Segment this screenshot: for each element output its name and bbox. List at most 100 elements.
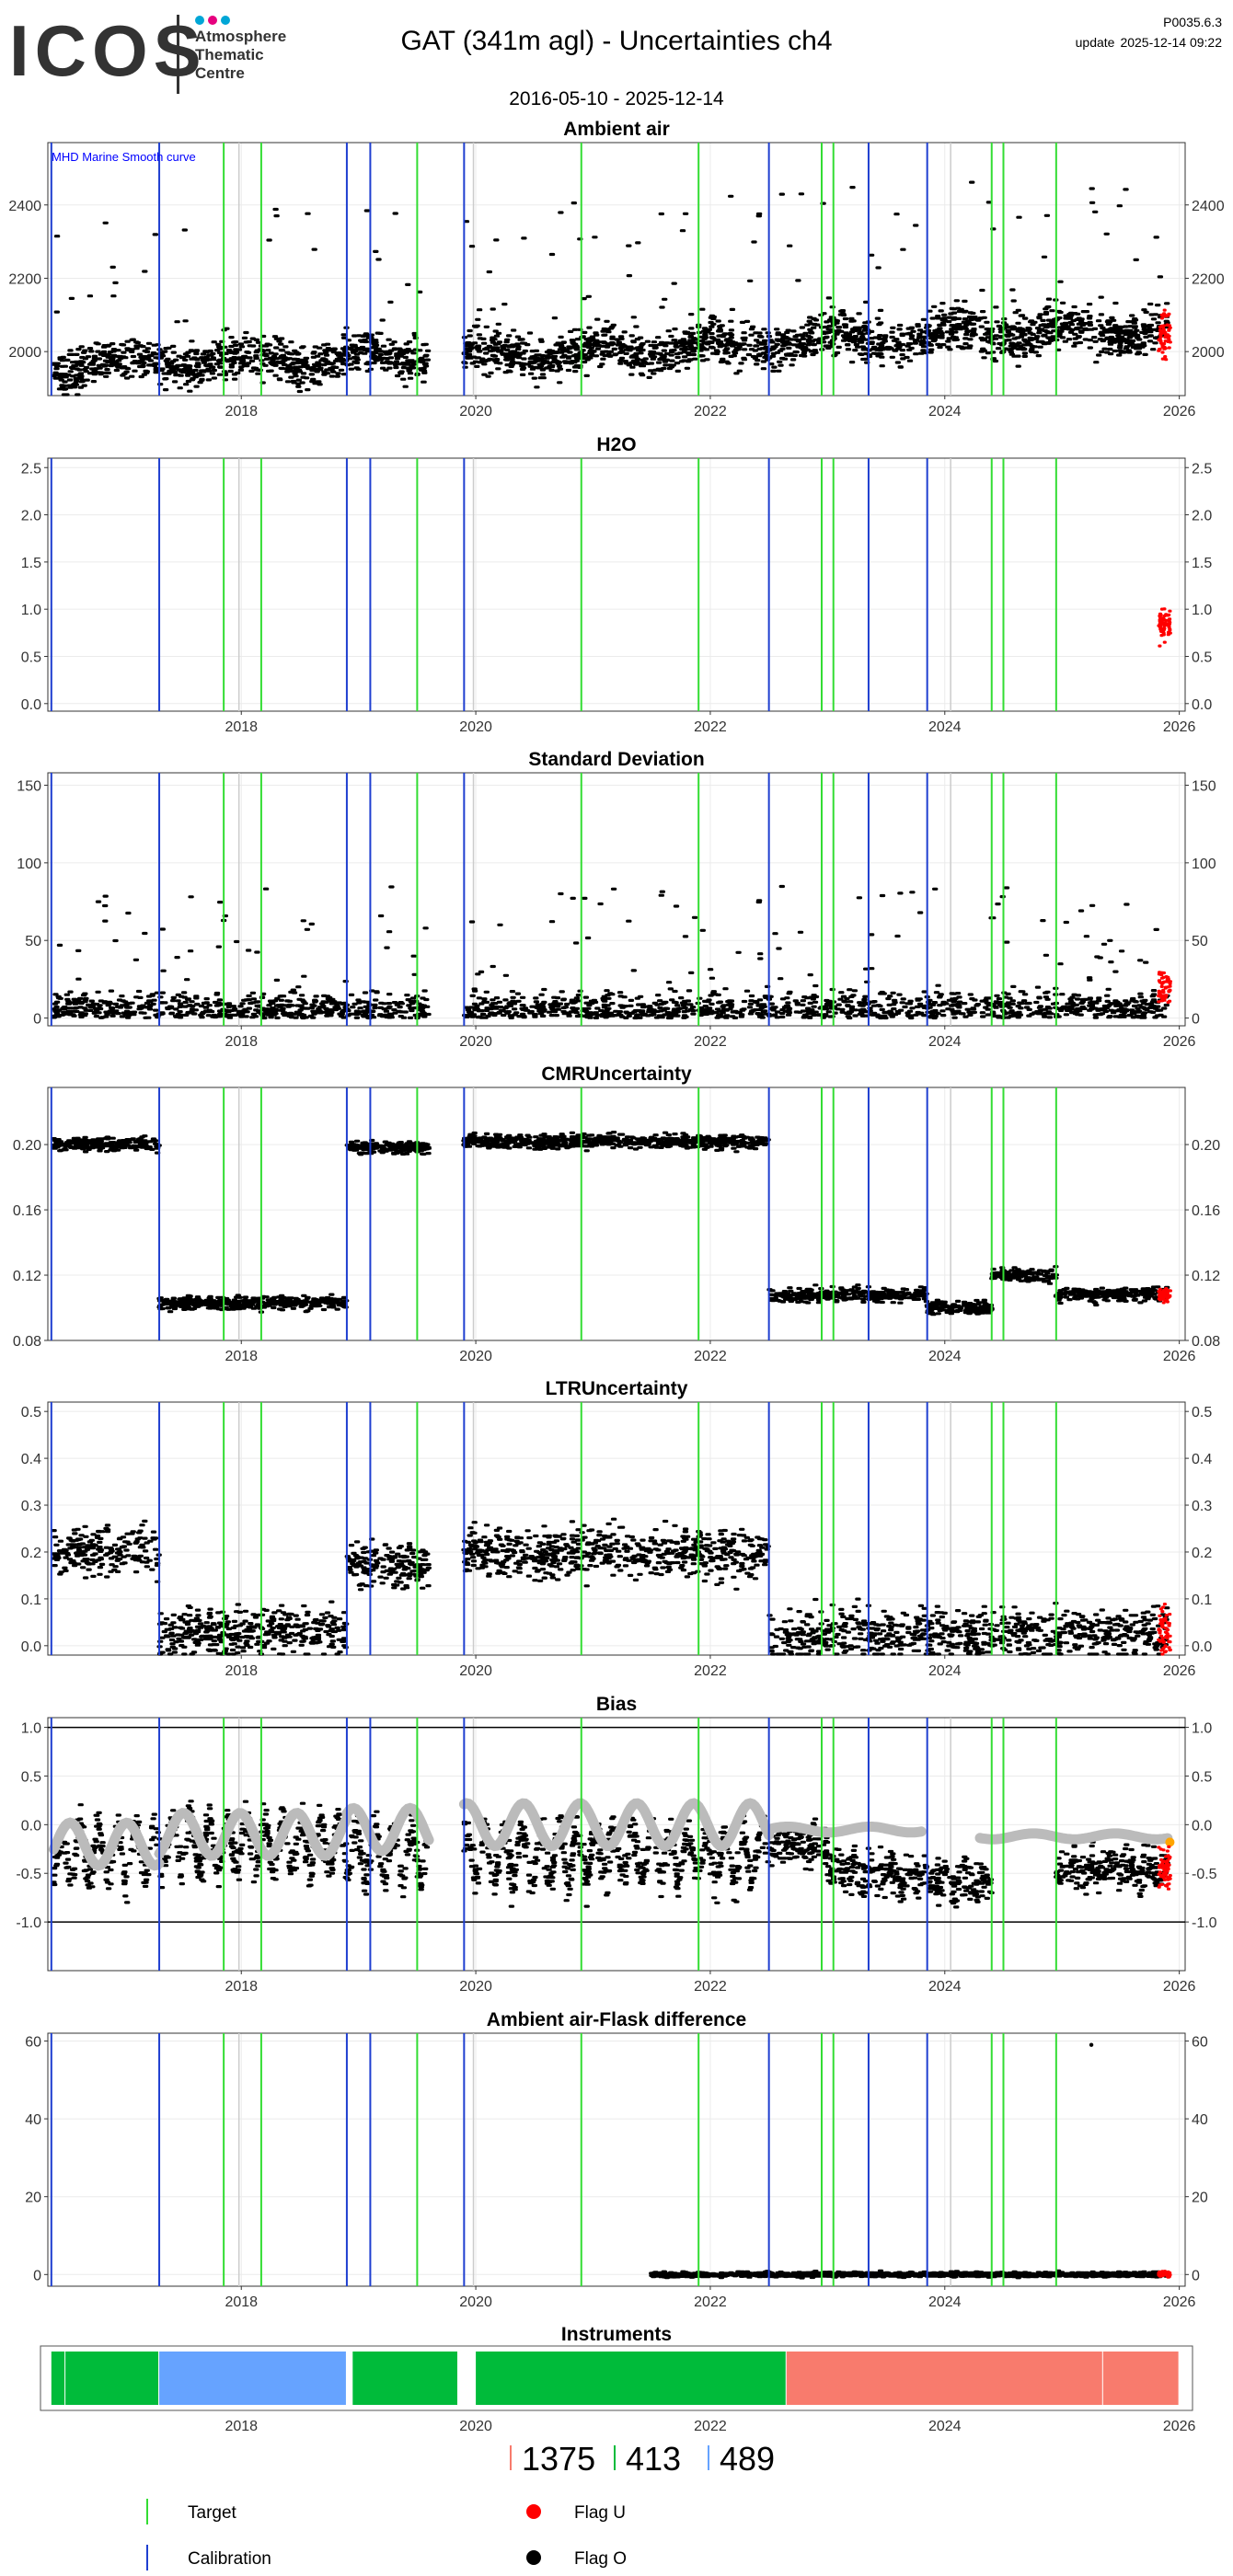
y-tick-label: 0	[33, 1012, 41, 1028]
chart-title: Ambient air	[563, 119, 670, 140]
flag-u-points	[1157, 2270, 1172, 2279]
instrument-count: 489	[720, 2440, 775, 2478]
legend-label: Flag U	[574, 2503, 626, 2523]
y-tick-label-right: 2200	[1192, 271, 1225, 287]
data-series-points	[51, 1131, 1170, 1317]
x-tick-label: 2018	[225, 1349, 258, 1364]
data-points	[51, 180, 1170, 397]
y-tick-label: 2.5	[21, 461, 41, 477]
update-label: update	[1075, 35, 1115, 50]
chart-panel: Standard Deviation 0 0 50 50 100 100 150 150 2018…	[17, 749, 1216, 1050]
y-tick-label: 0.4	[21, 1452, 41, 1467]
y-tick-label-right: 40	[1192, 2112, 1208, 2128]
y-tick-label-right: 0	[1192, 2268, 1200, 2283]
x-tick-label: 2024	[928, 1034, 962, 1050]
y-tick-label: 0.0	[21, 1818, 41, 1834]
x-tick-label: 2022	[694, 1349, 727, 1364]
outlier-point	[1089, 2042, 1094, 2047]
data-points	[649, 2269, 1170, 2280]
chart-title: Ambient air-Flask difference	[487, 2009, 746, 2030]
y-tick-label-right: 20	[1192, 2191, 1208, 2206]
x-tick-label: 2024	[928, 2419, 962, 2434]
plot-frame	[47, 457, 1186, 712]
x-tick-label: 2018	[225, 719, 258, 735]
instrument-block	[159, 2352, 346, 2405]
data-points	[51, 1517, 1170, 1656]
smooth-bias-curve	[48, 1798, 1173, 1871]
x-tick-label: 2026	[1163, 404, 1196, 420]
y-tick-label: 0.12	[13, 1269, 41, 1284]
y-tick-label-right: 0.20	[1192, 1138, 1220, 1154]
x-tick-label: 2020	[459, 2419, 492, 2434]
y-tick-label: 0.5	[21, 1769, 41, 1785]
logo-dot-icon	[221, 16, 230, 25]
y-tick-label-right: 0.2	[1192, 1546, 1212, 1561]
y-tick-label: 60	[25, 2034, 41, 2050]
logo-dot-icon	[195, 16, 204, 25]
y-tick-label-right: 0.0	[1192, 697, 1212, 713]
data-points	[51, 1131, 1170, 1317]
y-tick-label-right: 2400	[1192, 199, 1225, 214]
y-tick-label-right: 0.4	[1192, 1452, 1212, 1467]
legend-label: Flag O	[574, 2549, 627, 2569]
chart-panel: Bias -1.0 -1.0 -0.5 -0.5 0.0 0.0 0.5 0.5 1.0 1.0 20…	[16, 1694, 1216, 1995]
x-tick-label: 2020	[459, 404, 492, 420]
instrument-block	[476, 2352, 786, 2405]
instruments-title: Instruments	[561, 2324, 672, 2345]
y-tick-label: 1.0	[21, 1721, 41, 1737]
logo-subtitle-line: Atmosphere	[195, 28, 287, 45]
flag-u-points	[1157, 607, 1172, 648]
x-tick-label: 2018	[225, 1979, 258, 1995]
y-tick-label-right: 0.12	[1192, 1269, 1220, 1284]
legend-label: Calibration	[188, 2549, 271, 2569]
y-tick-label: 2200	[8, 271, 41, 287]
legend: Target Flag U Calibration Flag O	[146, 2499, 627, 2570]
y-tick-label-right: 0.5	[1192, 650, 1212, 665]
y-tick-label: 0.5	[21, 650, 41, 665]
x-tick-label: 2024	[928, 404, 962, 420]
y-tick-label: 0.3	[21, 1499, 41, 1514]
date-range: 2016-05-10 - 2025-12-14	[509, 88, 724, 109]
flag-u-points	[1157, 1287, 1172, 1305]
x-tick-label: 2024	[928, 1663, 962, 1679]
legend-label: Target	[188, 2503, 237, 2523]
y-tick-label: 40	[25, 2112, 41, 2128]
y-tick-label-right: 0.5	[1192, 1769, 1212, 1785]
chart-panel: Ambient air 2000 2000 2200 2200 2400 2400 2018 2…	[8, 119, 1224, 420]
x-tick-label: 2026	[1163, 1663, 1196, 1679]
y-tick-label-right: 60	[1192, 2034, 1208, 2050]
page-title: GAT (341m agl) - Uncertainties ch4	[400, 26, 833, 56]
icos-logo: ICOS	[9, 10, 207, 91]
update-timestamp: update 2025-12-14 09:22	[1070, 35, 1222, 50]
x-tick-label: 2026	[1163, 2419, 1196, 2434]
x-tick-label: 2022	[694, 404, 727, 420]
y-tick-label: 50	[25, 934, 41, 949]
chart-title: Standard Deviation	[528, 749, 704, 770]
x-tick-label: 2024	[928, 2294, 962, 2310]
plot-frame	[47, 1717, 1186, 1972]
update-value: 2025-12-14 09:22	[1120, 35, 1222, 50]
chart-title: Bias	[596, 1694, 637, 1715]
plot-frame	[47, 772, 1186, 1027]
y-tick-label-right: 0.16	[1192, 1203, 1220, 1219]
instrument-block	[65, 2352, 159, 2405]
y-tick-label: -1.0	[16, 1915, 41, 1931]
y-tick-label-right: 0.08	[1192, 1334, 1220, 1350]
chart-panel: LTRUncertainty 0.0 0.0 0.1 0.1 0.2 0.2 0.3 0.3 0.…	[21, 1378, 1213, 1679]
x-tick-label: 2020	[459, 2294, 492, 2310]
y-tick-label-right: 2000	[1192, 345, 1225, 361]
chart-title: LTRUncertainty	[546, 1378, 688, 1399]
y-tick-label: 0.08	[13, 1334, 41, 1350]
y-tick-label-right: 0.3	[1192, 1499, 1212, 1514]
plot-frame	[47, 2032, 1186, 2287]
flag-u-points	[1157, 1603, 1172, 1656]
data-series-points	[649, 2269, 1170, 2280]
x-tick-label: 2018	[225, 2294, 258, 2310]
y-tick-label-right: 1.5	[1192, 556, 1212, 571]
plot-frame	[47, 1087, 1186, 1341]
logo-subtitle-line: Thematic	[195, 46, 264, 63]
y-tick-label-right: 50	[1192, 934, 1208, 949]
x-tick-label: 2026	[1163, 1349, 1196, 1364]
y-tick-label-right: 0.5	[1192, 1405, 1212, 1420]
